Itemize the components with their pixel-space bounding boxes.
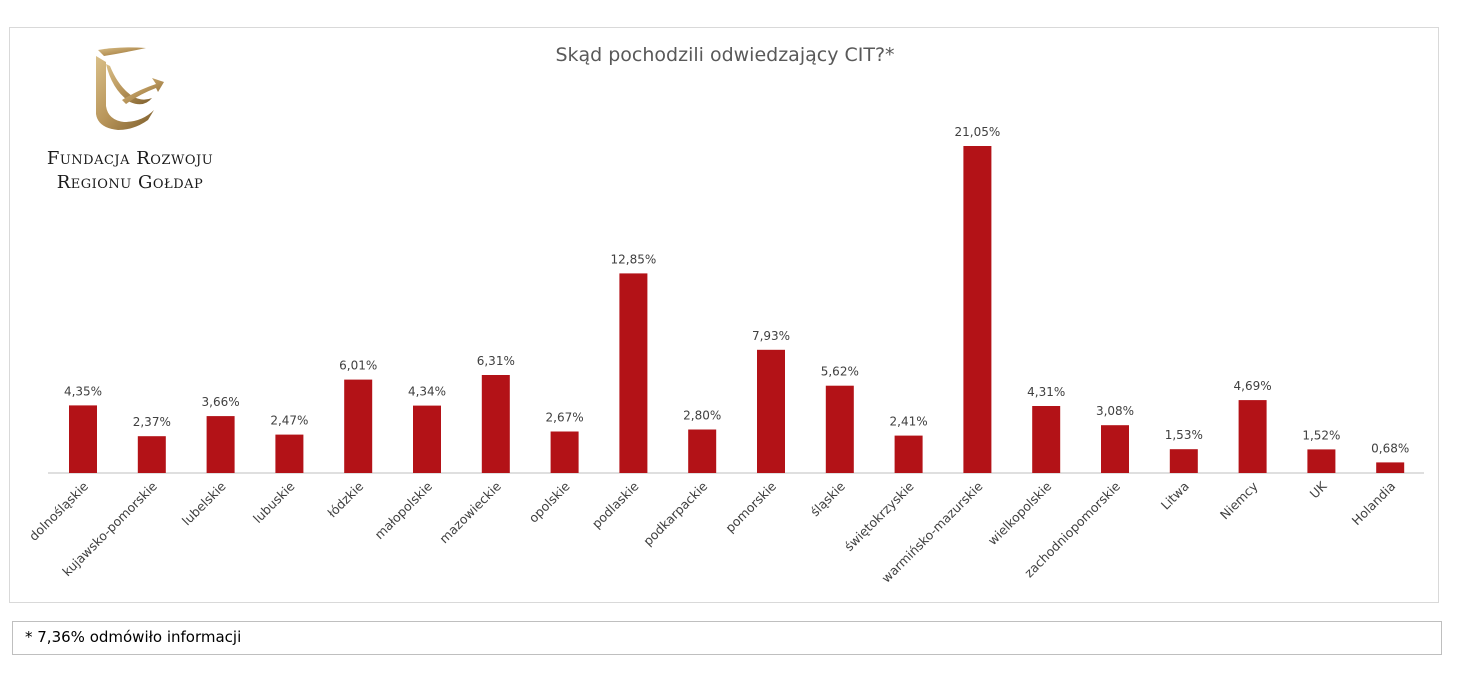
data-label-1: 2,37% — [133, 415, 171, 429]
data-label-15: 3,08% — [1096, 404, 1134, 418]
bar-3 — [275, 434, 304, 473]
bar-16 — [1169, 449, 1198, 473]
data-label-2: 3,66% — [202, 395, 240, 409]
bar-12 — [894, 435, 923, 473]
data-label-13: 21,05% — [955, 125, 1001, 139]
category-label-10: pomorskie — [722, 478, 779, 535]
bar-9 — [688, 429, 717, 473]
category-label-11: śląskie — [807, 478, 848, 519]
data-label-7: 2,67% — [546, 411, 584, 425]
bar-13 — [963, 146, 992, 473]
data-label-17: 4,69% — [1234, 379, 1272, 393]
bar-1 — [137, 436, 166, 473]
bar-11 — [825, 385, 854, 473]
data-label-16: 1,53% — [1165, 428, 1203, 442]
logo-emblem-icon — [96, 47, 164, 130]
data-label-5: 4,34% — [408, 385, 446, 399]
bar-chart: 4,35%dolnośląskie2,37%kujawsko-pomorskie… — [26, 125, 1424, 586]
category-label-12: świętokrzyskie — [841, 478, 917, 554]
data-label-4: 6,01% — [339, 359, 377, 373]
data-label-19: 0,68% — [1371, 441, 1409, 455]
bar-6 — [481, 375, 510, 473]
data-label-3: 2,47% — [270, 414, 308, 428]
bar-7 — [550, 431, 579, 473]
logo-text-line1: Fundacja Rozwoju — [46, 148, 214, 169]
bar-14 — [1032, 406, 1061, 473]
bar-15 — [1101, 425, 1129, 473]
category-label-8: podlaskie — [589, 478, 642, 531]
category-label-17: Niemcy — [1217, 478, 1261, 522]
footnote: * 7,36% odmówiło informacji — [12, 621, 1442, 655]
chart-frame — [9, 27, 1439, 603]
category-label-14: wielkopolskie — [985, 478, 1055, 548]
bar-5 — [413, 405, 441, 473]
bar-8 — [619, 273, 648, 473]
bar-18 — [1307, 449, 1336, 473]
category-label-19: Holandia — [1349, 479, 1399, 529]
category-label-6: mazowieckie — [436, 478, 504, 546]
bar-0 — [69, 405, 97, 473]
data-label-6: 6,31% — [477, 354, 515, 368]
data-label-9: 2,80% — [683, 409, 721, 423]
category-label-9: podkarpackie — [640, 478, 710, 548]
bar-19 — [1376, 462, 1405, 473]
category-label-0: dolnośląskie — [26, 478, 91, 543]
bar-17 — [1238, 400, 1267, 473]
category-label-3: lubuskie — [250, 478, 298, 526]
bar-10 — [757, 349, 785, 473]
data-label-8: 12,85% — [611, 252, 657, 266]
category-label-7: opolskie — [526, 478, 573, 525]
logo: Fundacja Rozwoju Regionu Gołdap — [30, 44, 230, 204]
bar-4 — [344, 379, 373, 473]
data-label-12: 2,41% — [890, 415, 928, 429]
data-label-14: 4,31% — [1027, 385, 1065, 399]
data-label-0: 4,35% — [64, 384, 102, 398]
category-label-5: małopolskie — [371, 478, 435, 542]
category-label-4: łódzkie — [325, 478, 367, 520]
category-label-2: lubelskie — [179, 478, 229, 528]
logo-text-line2: Regionu Gołdap — [56, 172, 204, 193]
data-label-10: 7,93% — [752, 329, 790, 343]
data-label-18: 1,52% — [1302, 428, 1340, 442]
data-label-11: 5,62% — [821, 365, 859, 379]
category-label-16: Litwa — [1158, 479, 1192, 513]
bar-2 — [206, 416, 235, 473]
chart-title: Skąd pochodzili odwiedzający CIT?* — [555, 44, 895, 66]
category-label-18: UK — [1307, 478, 1330, 501]
